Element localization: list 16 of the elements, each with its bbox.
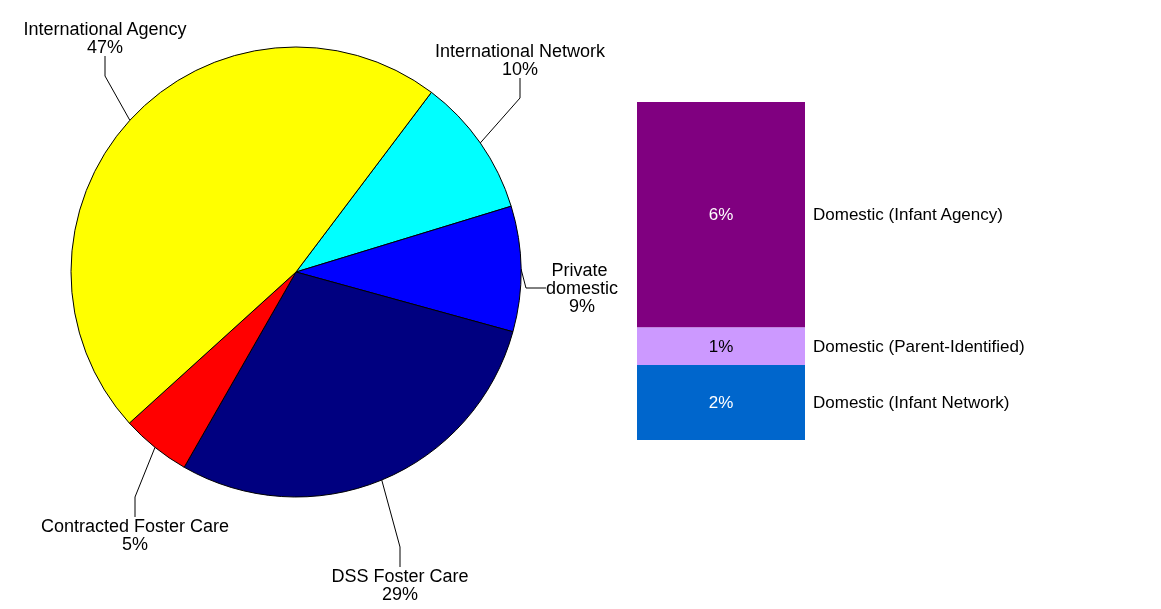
slice-label: Contracted Foster Care	[40, 516, 230, 536]
series-label: Domestic (Infant Network)	[813, 392, 1010, 412]
data-label: 6%	[708, 205, 734, 225]
slice-label: Private domestic	[545, 260, 619, 298]
data-label: 1%	[708, 336, 734, 356]
slice-label: DSS Foster Care	[331, 566, 469, 586]
series-label: Domestic (Infant Agency)	[813, 205, 1003, 225]
series-label: Domestic (Parent-Identified)	[813, 336, 1025, 356]
data-label: 29%	[381, 584, 419, 604]
data-label: 9%	[568, 296, 596, 316]
slice-label: International Network	[434, 41, 607, 61]
data-label: 10%	[501, 59, 539, 79]
slice-label: International Agency	[23, 19, 187, 39]
data-label: 2%	[708, 392, 734, 412]
data-label: 47%	[86, 37, 124, 57]
data-label: 5%	[121, 534, 149, 554]
